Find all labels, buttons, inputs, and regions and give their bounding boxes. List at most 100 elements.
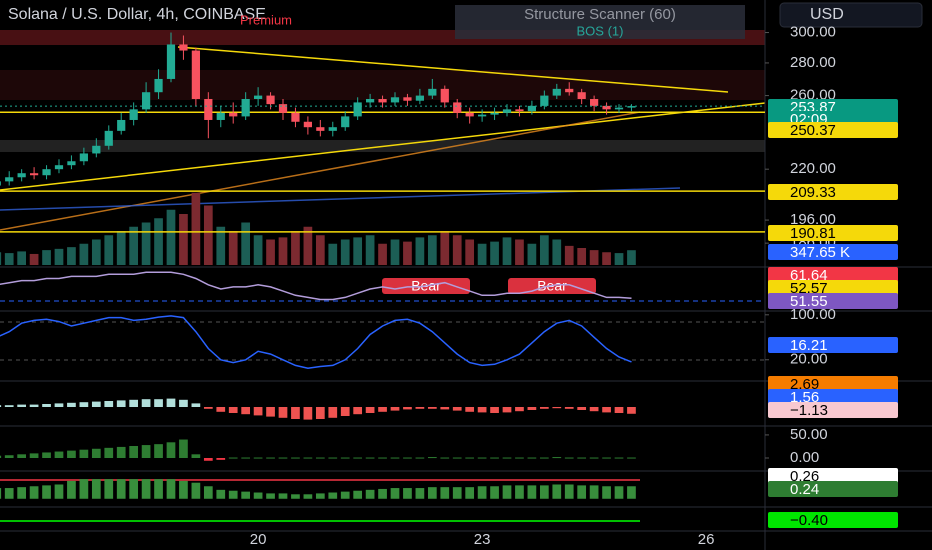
volume-bar <box>564 245 574 265</box>
y-tick-label: 300.00 <box>790 24 836 41</box>
histogram-bar <box>465 407 475 412</box>
volume-bar <box>291 231 300 265</box>
histogram-bar <box>129 446 139 458</box>
histogram-bar <box>502 407 512 413</box>
histogram-bar <box>266 493 275 499</box>
histogram-bar <box>166 479 176 499</box>
candle-body <box>204 98 213 120</box>
histogram-bar <box>390 457 400 459</box>
price-tag <box>768 122 898 138</box>
candle-body <box>179 44 188 51</box>
candle-body <box>141 92 151 110</box>
histogram-bar <box>216 458 226 460</box>
volume-bar <box>589 250 599 265</box>
histogram-bar <box>54 484 64 499</box>
candle-body <box>67 161 76 166</box>
y-tick-label: 196.00 <box>790 211 836 228</box>
histogram-bar <box>42 485 51 499</box>
histogram-bar <box>602 407 611 413</box>
histogram-bar <box>415 488 425 499</box>
histogram-bar <box>191 482 201 499</box>
volume-bar <box>141 222 151 265</box>
histogram-bar <box>91 401 101 407</box>
histogram-bar <box>477 407 487 413</box>
trendline <box>0 111 641 231</box>
volume-bar <box>340 239 350 265</box>
histogram-bar <box>253 407 263 416</box>
histogram-bar <box>403 488 412 499</box>
candle-body <box>403 97 412 101</box>
histogram-bar <box>42 404 51 407</box>
candle-body <box>216 112 225 120</box>
candle-body <box>17 173 26 178</box>
volume-bar <box>440 231 450 265</box>
candle-body <box>92 145 101 154</box>
candle-body <box>328 127 337 131</box>
candle-body <box>341 116 350 128</box>
volume-bar <box>365 235 375 265</box>
histogram-bar <box>427 457 437 459</box>
candle-body <box>614 107 624 110</box>
currency-label[interactable]: USD <box>810 6 844 23</box>
volume-bar <box>427 235 437 265</box>
histogram-bar <box>365 489 375 499</box>
histogram-bar <box>328 492 338 499</box>
candle-body <box>241 98 250 117</box>
histogram-bar <box>79 479 89 499</box>
indicator-line <box>0 271 632 301</box>
volume-bar <box>515 239 524 265</box>
price-tag-label: 52.57 <box>790 280 828 297</box>
histogram-bar <box>154 479 163 499</box>
histogram-bar <box>116 400 126 407</box>
currency-button[interactable] <box>779 2 923 28</box>
price-tag-label: 61.64 <box>790 267 828 284</box>
histogram-bar <box>340 457 350 459</box>
histogram-bar <box>365 407 375 413</box>
candle-body <box>42 169 51 176</box>
histogram-bar <box>315 493 325 499</box>
histogram-bar <box>291 407 300 419</box>
histogram-bar <box>353 457 363 459</box>
y-tick-label: 220.00 <box>790 160 836 177</box>
volume-bar <box>42 250 51 265</box>
volume-bar <box>539 235 549 265</box>
candle-body <box>552 88 561 96</box>
histogram-bar <box>129 399 139 407</box>
volume-bar <box>403 241 412 265</box>
histogram-bar <box>502 485 512 499</box>
histogram-bar <box>315 457 325 459</box>
histogram-bar <box>577 457 587 459</box>
price-tag-label: 1.56 <box>790 389 819 406</box>
histogram-bar <box>67 450 76 458</box>
histogram-bar <box>403 457 412 459</box>
histogram-bar <box>4 488 14 499</box>
histogram-bar <box>564 407 574 409</box>
price-tag-label: 0.26 <box>790 468 819 485</box>
histogram-bar <box>614 486 624 499</box>
histogram-bar <box>179 439 188 458</box>
volume-bar <box>54 248 64 265</box>
histogram-bar <box>303 457 313 459</box>
histogram-bar <box>589 407 599 412</box>
price-tag-label: 190.81 <box>790 225 836 242</box>
histogram-bar <box>228 490 238 499</box>
histogram-bar <box>614 407 624 413</box>
candle-body <box>366 98 375 103</box>
histogram-bar <box>490 486 499 499</box>
histogram-bar <box>477 457 487 459</box>
histogram-bar <box>627 407 636 414</box>
y-tick-label: 20.00 <box>790 351 828 368</box>
histogram-bar <box>191 403 201 407</box>
histogram-bar <box>203 486 213 499</box>
histogram-bar <box>465 487 475 499</box>
x-tick-label: 23 <box>474 531 491 548</box>
volume-bar <box>29 253 39 265</box>
price-tag-label: 250.37 <box>790 122 836 139</box>
candle-body <box>627 106 636 108</box>
volume-bar <box>116 231 126 265</box>
histogram-bar <box>241 407 251 415</box>
histogram-bar <box>116 446 126 458</box>
candle-body <box>191 50 200 99</box>
candle-body <box>303 121 312 128</box>
